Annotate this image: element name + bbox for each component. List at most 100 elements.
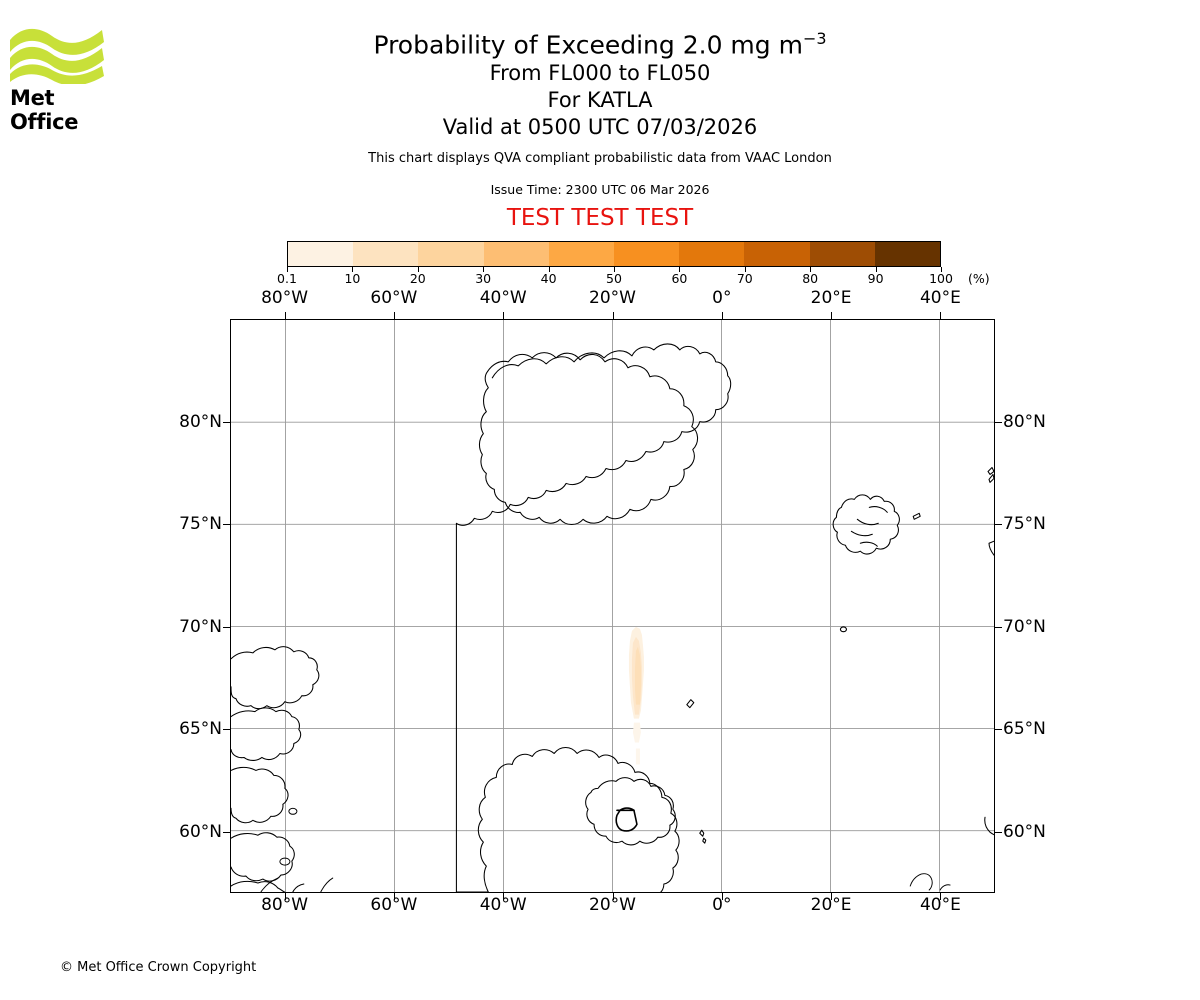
longitude-label-top-40°W: 40°W [479,288,527,308]
longitude-label-bottom-20°E: 20°E [810,895,852,915]
latitude-label-right-75°N: 75°N [1003,514,1046,534]
map-coastlines [455,343,732,892]
colorbar-tick-90 [875,267,877,272]
longitude-label-bottom-40°W: 40°W [479,895,527,915]
colorbar-tick-80 [810,267,812,272]
axis-tick [223,831,230,833]
colorbar-tick-label-80: 80 [802,271,819,286]
page-title-exponent: −3 [802,29,827,48]
colorbar-bands [287,241,941,267]
colorbar-tick-label-100: 100 [929,271,953,286]
axis-tick [612,312,614,319]
axis-tick [612,893,614,900]
longitude-label-top-80°W: 80°W [261,288,309,308]
colorbar-tick-label-50: 50 [606,271,622,286]
axis-tick [223,421,230,423]
map-gridlines [231,320,994,892]
axis-tick [831,312,833,319]
colorbar-tick-label-10: 10 [344,271,361,286]
colorbar-tick-label-20: 20 [409,271,426,286]
latitude-label-left-70°N: 70°N [179,616,222,637]
met-office-wave-mark [10,28,104,86]
colorbar-tick-60 [679,267,681,272]
latitude-label-left-65°N: 65°N [179,719,222,739]
valid-time-subtitle: Valid at 0500 UTC 07/03/2026 [442,115,758,140]
longitude-label-bottom-0°: 0° [712,895,732,915]
axis-tick [940,312,942,319]
colorbar-band-20-30 [418,242,484,266]
colorbar-tick-0.1 [287,267,288,272]
axis-tick [393,893,395,900]
axis-tick [831,893,833,900]
axis-tick [223,524,230,525]
latitude-label-left-60°N: 60°N [179,821,222,842]
longitude-label-bottom-20°W: 20°W [589,895,636,915]
latitude-label-right-65°N: 65°N [1003,719,1046,739]
colorbar-band-80-90 [809,242,875,266]
qva-note: This chart displays QVA compliant probab… [368,151,832,167]
flight-level-subtitle: From FL000 to FL050 [489,61,711,86]
colorbar-band-10-20 [353,242,419,266]
colorbar-tick-20 [417,267,419,272]
colorbar-tick-label-60: 60 [671,271,688,286]
longitude-label-top-20°E: 20°E [810,288,852,308]
longitude-label-top-0°: 0° [712,288,732,308]
axis-tick [223,626,230,628]
axis-tick [284,893,286,900]
axis-tick [503,312,505,319]
colorbar-band-40-50 [548,242,615,266]
colorbar-tick-label-30: 30 [475,271,492,286]
axis-tick [995,421,1002,423]
longitude-label-bottom-60°W: 60°W [370,895,418,915]
colorbar-tick-50 [614,267,615,272]
met-office-logo: Met Office [8,22,118,134]
longitude-label-top-40°E: 40°E [919,288,961,308]
colorbar-tick-label-90: 90 [867,271,884,286]
longitude-label-top-60°W: 60°W [370,288,418,308]
longitude-label-bottom-40°E: 40°E [919,895,961,915]
colorbar-tick-label-70: 70 [736,271,753,286]
latitude-label-left-75°N: 75°N [179,514,222,534]
colorbar-tick-10 [352,267,354,272]
latitude-label-right-70°N: 70°N [1003,616,1046,637]
probability-colorbar [287,241,941,267]
colorbar-tick-label-0.1: 0.1 [277,271,297,286]
colorbar-band-70-80 [744,242,810,266]
colorbar-tick-30 [483,267,485,272]
colorbar-tick-labels: 0.1 10 20 30 40 50 60 70 80 90 100 [267,271,961,289]
axis-tick [223,729,230,730]
test-banner: TEST TEST TEST [506,205,694,232]
latitude-label-left-80°N: 80°N [179,411,222,432]
map-plot-area[interactable] [230,319,995,893]
axis-tick [721,893,723,900]
issue-time: Issue Time: 2300 UTC 06 Mar 2026 [490,182,710,198]
page-title: Probability of Exceeding 2.0 mg m−3 [0,24,1200,60]
axis-tick [393,312,395,319]
colorbar-band-60-70 [679,242,745,266]
chart-header: Probability of Exceeding 2.0 mg m−3 From… [0,24,1200,232]
colorbar-tick-label-40: 40 [540,271,557,286]
colorbar-tickmarks [287,267,942,279]
colorbar-band-30-40 [483,242,549,266]
copyright-notice: © Met Office Crown Copyright [60,960,257,975]
axis-tick [721,312,723,319]
colorbar-band-50-60 [614,242,680,266]
page-title-text: Probability of Exceeding 2.0 mg m [373,30,803,60]
axis-tick [503,893,505,900]
axis-tick [995,831,1002,833]
colorbar-tick-40 [548,267,550,272]
map-coastlines-detail [231,352,994,892]
axis-tick [995,626,1002,628]
colorbar-tick-70 [744,267,746,272]
longitude-label-bottom-80°W: 80°W [261,895,309,915]
longitude-label-top-20°W: 20°W [589,288,636,308]
latitude-label-right-80°N: 80°N [1003,411,1046,432]
map-svg [231,320,994,892]
axis-tick [995,524,1002,525]
colorbar-tick-100 [941,267,942,272]
ash-plume-overlay [628,626,644,765]
axis-tick [940,893,942,900]
axis-tick [995,729,1002,730]
latitude-label-right-60°N: 60°N [1003,821,1046,842]
volcano-subtitle: For KATLA [547,88,653,113]
